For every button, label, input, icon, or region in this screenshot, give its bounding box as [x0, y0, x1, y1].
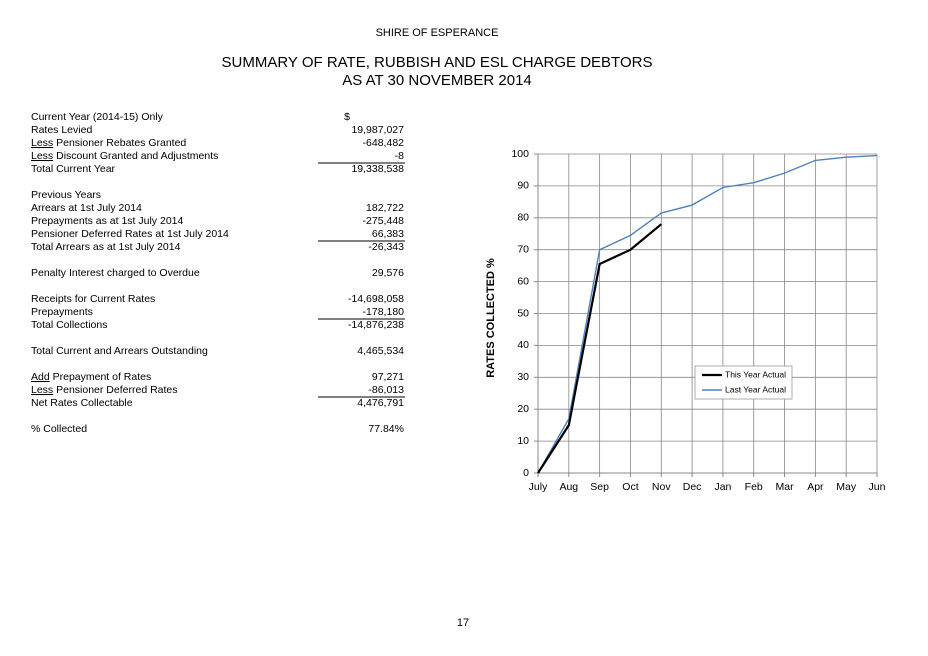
row-text: Prepayments [31, 306, 93, 318]
org-name: SHIRE OF ESPERANCE [376, 27, 499, 39]
legend-box [694, 365, 793, 400]
row-text: Pensioner Deferred Rates at 1st July 201… [31, 228, 229, 240]
y-axis-label: RATES COLLECTED % [485, 258, 497, 378]
row-text: Prepayments as at 1st July 2014 [31, 215, 183, 227]
y-tick-label: 0 [523, 467, 529, 479]
row-value: 19,338,538 [351, 163, 404, 175]
row-label: Current Year (2014-15) Only [31, 111, 164, 123]
y-tick-label: 90 [517, 180, 529, 192]
row-value: 182,722 [366, 202, 404, 214]
series-line [537, 223, 662, 474]
row-label: Pensioner Deferred Rates at 1st July 201… [31, 228, 229, 240]
row-label: Total Arrears as at 1st July 2014 [31, 241, 181, 253]
row-label: Rates Levied [31, 124, 92, 136]
row-value: -648,482 [363, 137, 405, 149]
row-label: Prepayments as at 1st July 2014 [31, 215, 183, 227]
row-label: Add Prepayment of Rates [31, 371, 151, 383]
row-text: % Collected [31, 423, 87, 435]
row-label: Less Pensioner Rebates Granted [31, 137, 186, 149]
legend-label: This Year Actual [725, 369, 786, 379]
row-value: 4,465,534 [357, 345, 404, 357]
row-text: Pensioner Deferred Rates [53, 384, 177, 396]
x-tick-label: Nov [652, 481, 671, 493]
row-text: Arrears at 1st July 2014 [31, 202, 142, 214]
row-label: Total Current Year [31, 163, 116, 175]
row-value: $ [344, 111, 350, 123]
row-value: -14,698,058 [348, 293, 404, 305]
row-text: Total Current and Arrears Outstanding [31, 345, 208, 357]
row-value: 66,383 [372, 228, 404, 240]
page-number: 17 [457, 617, 469, 629]
row-label: Less Pensioner Deferred Rates [31, 384, 178, 396]
row-value: -26,343 [368, 241, 404, 253]
row-value: 97,271 [372, 371, 404, 383]
x-tick-label: Oct [622, 481, 638, 493]
row-label: Previous Years [31, 189, 101, 201]
row-label: Prepayments [31, 306, 93, 318]
row-text: Receipts for Current Rates [31, 293, 155, 305]
row-value: 29,576 [372, 267, 404, 279]
row-label: Less Discount Granted and Adjustments [31, 150, 218, 162]
x-tick-label: July [529, 481, 548, 493]
row-value: -178,180 [363, 306, 405, 318]
y-tick-label: 80 [517, 212, 529, 224]
row-prefix: Less [31, 137, 53, 149]
x-tick-label: Apr [807, 481, 824, 493]
x-tick-label: Dec [683, 481, 702, 493]
row-value: 77.84% [368, 423, 404, 435]
row-text: Net Rates Collectable [31, 397, 133, 409]
series-line [537, 154, 878, 474]
row-label: Arrears at 1st July 2014 [31, 202, 142, 214]
row-text: Total Collections [31, 319, 107, 331]
y-tick-label: 30 [517, 371, 529, 383]
y-tick-label: 40 [517, 339, 529, 351]
doc-title: SUMMARY OF RATE, RUBBISH AND ESL CHARGE … [222, 54, 653, 71]
x-tick-label: Aug [559, 481, 578, 493]
row-text: Penalty Interest charged to Overdue [31, 267, 200, 279]
row-text: Discount Granted and Adjustments [53, 150, 218, 162]
x-tick-label: Jun [869, 481, 886, 493]
x-tick-label: Jan [714, 481, 731, 493]
y-tick-label: 100 [511, 148, 529, 160]
x-tick-label: Feb [745, 481, 763, 493]
row-text: Previous Years [31, 189, 101, 201]
y-tick-label: 20 [517, 403, 529, 415]
row-text: Pensioner Rebates Granted [53, 137, 186, 149]
y-tick-label: 50 [517, 307, 529, 319]
row-text: Current Year (2014-15) Only [31, 111, 164, 123]
row-text: Rates Levied [31, 124, 92, 136]
row-value: -8 [395, 150, 404, 162]
row-value: -275,448 [363, 215, 405, 227]
row-prefix: Less [31, 150, 53, 162]
y-tick-label: 60 [517, 275, 529, 287]
row-text: Total Arrears as at 1st July 2014 [31, 241, 181, 253]
row-text: Prepayment of Rates [50, 371, 152, 383]
x-tick-label: Sep [590, 481, 609, 493]
row-label: Total Current and Arrears Outstanding [31, 345, 208, 357]
row-value: 4,476,791 [357, 397, 404, 409]
row-label: Net Rates Collectable [31, 397, 133, 409]
row-label: Receipts for Current Rates [31, 293, 155, 305]
row-prefix: Add [31, 371, 50, 383]
row-label: Penalty Interest charged to Overdue [31, 267, 200, 279]
row-value: -86,013 [368, 384, 404, 396]
legend-label: Last Year Actual [725, 384, 786, 394]
doc-subtitle: AS AT 30 NOVEMBER 2014 [342, 72, 532, 89]
row-value: 19,987,027 [351, 124, 404, 136]
x-tick-label: Mar [775, 481, 794, 493]
row-label: Total Collections [31, 319, 107, 331]
y-tick-label: 70 [517, 243, 529, 255]
x-tick-label: May [836, 481, 857, 493]
row-text: Total Current Year [31, 163, 116, 175]
y-tick-label: 10 [517, 435, 529, 447]
row-prefix: Less [31, 384, 53, 396]
row-value: -14,876,238 [348, 319, 404, 331]
row-label: % Collected [31, 423, 87, 435]
